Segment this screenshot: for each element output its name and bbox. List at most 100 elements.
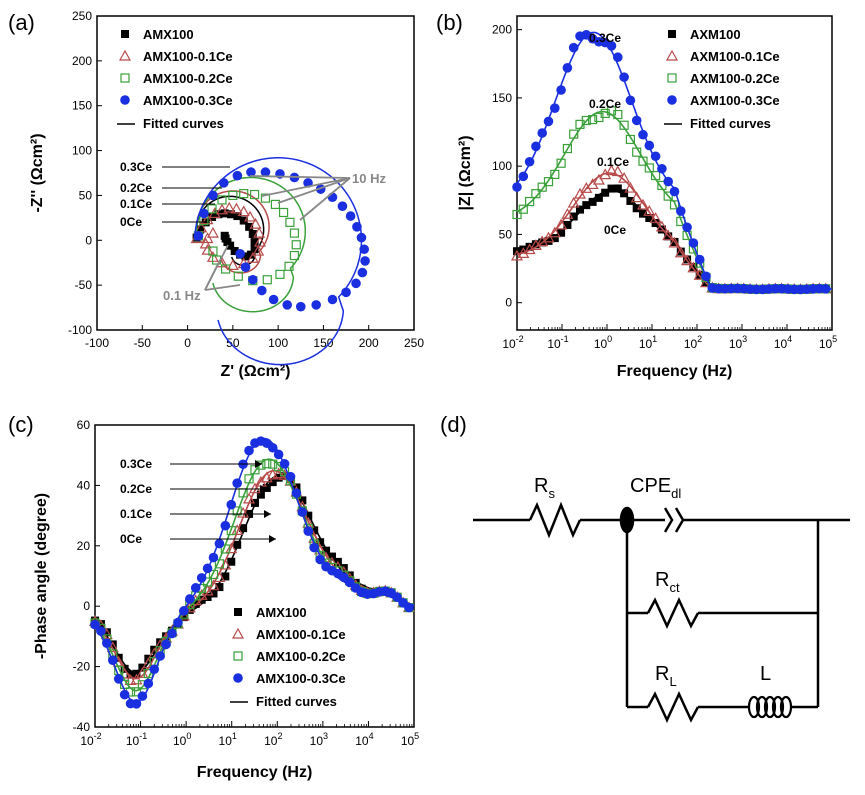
data-point-b [550, 234, 559, 243]
data-point-a [240, 262, 251, 273]
x-tick-label-a: 0 [184, 336, 191, 350]
x-tick-label-b: 10-1 [547, 334, 568, 351]
legend-label-b: AXM100 [690, 27, 741, 42]
legend-label-b: AXM100-0.1Ce [690, 49, 780, 64]
data-point-b [663, 176, 673, 187]
data-point-b [655, 220, 668, 232]
y-tick-label-c: 40 [77, 478, 91, 492]
y-tick-label-a: 50 [79, 188, 93, 202]
data-point-c [108, 640, 117, 649]
data-point-c [113, 674, 124, 684]
data-point-a [215, 203, 229, 215]
fitted-curve-c [94, 437, 415, 704]
data-point-b [556, 158, 566, 168]
data-point-b [620, 189, 629, 198]
x-tick-label-b: 100 [594, 334, 612, 351]
annotation-label-c: 0.3Ce [120, 457, 152, 471]
data-point-c [130, 673, 143, 685]
data-point-b [518, 171, 529, 182]
data-point-b [820, 284, 831, 294]
data-point-a [260, 167, 271, 177]
data-point-c [268, 478, 277, 487]
data-point-b [662, 229, 675, 241]
data-point-b [650, 151, 661, 162]
data-point-a [356, 232, 367, 243]
annotation-10hz: 10 Hz [352, 171, 386, 186]
annotation-label-c: 0Ce [120, 532, 142, 546]
legend-label-a: AMX100-0.1Ce [143, 49, 233, 64]
data-point-c [303, 526, 314, 536]
data-point-c [173, 617, 183, 628]
data-point-c [90, 619, 100, 630]
data-point-c [243, 492, 256, 504]
data-point-a [359, 244, 369, 255]
data-point-a [357, 267, 368, 278]
data-point-c [226, 499, 237, 510]
data-point-c [316, 538, 325, 547]
data-point-a [201, 218, 210, 227]
data-point-c [202, 563, 213, 574]
x-tick-label-c: 101 [219, 731, 237, 748]
annotation-label-b: 0.2Ce [589, 97, 621, 111]
y-tick-label-b: 200 [492, 23, 512, 37]
label-rct: Rct [655, 569, 680, 595]
data-point-b [569, 129, 579, 139]
legend-marker-b [667, 95, 677, 105]
legend-label-a: Fitted curves [143, 116, 224, 131]
data-point-b [624, 181, 637, 193]
data-point-a [289, 228, 300, 238]
x-tick-label-a: 50 [226, 336, 240, 350]
data-point-b [650, 170, 661, 181]
y-tick-label-a: -50 [75, 278, 93, 292]
data-point-c [322, 546, 331, 555]
data-point-b [669, 186, 680, 197]
data-point-b [694, 254, 705, 265]
data-point-a [221, 264, 231, 274]
data-point-c [267, 442, 278, 453]
data-point-c [221, 572, 230, 581]
data-point-c [298, 496, 307, 505]
y-tick-label-b: 0 [505, 296, 512, 310]
data-point-b [668, 236, 681, 248]
data-point-c [268, 459, 278, 469]
panel-label-b: (b) [436, 10, 463, 35]
data-point-c [208, 552, 219, 563]
legend-label-a: AMX100 [143, 27, 194, 42]
y-tick-label-b: 100 [492, 159, 512, 173]
data-point-a [351, 278, 361, 289]
data-point-c [233, 540, 242, 549]
data-point-c [184, 594, 195, 604]
data-point-c [106, 641, 119, 653]
data-point-c [226, 526, 236, 536]
data-point-a [268, 294, 279, 305]
y-tick-label-c: 20 [77, 539, 91, 553]
data-point-c [227, 557, 236, 566]
legend-marker-a [118, 49, 132, 61]
data-point-b [543, 177, 554, 187]
y-tick-label-a: 250 [72, 9, 92, 23]
data-point-b [581, 115, 591, 126]
panel-label-a: (a) [8, 10, 35, 35]
data-point-a [352, 222, 362, 232]
data-point-b [644, 163, 654, 173]
data-point-b [531, 189, 541, 199]
legend-marker-c [234, 608, 242, 616]
annotation-label-a: 0Ce [120, 215, 142, 229]
data-point-c [232, 506, 242, 516]
data-point-a [239, 189, 249, 199]
data-point-a [199, 237, 212, 249]
data-point-c [310, 526, 319, 535]
data-point-b [632, 204, 641, 213]
data-point-b [543, 116, 554, 127]
data-point-a [233, 212, 242, 221]
y-tick-label-a: 100 [72, 144, 92, 158]
data-point-a [249, 189, 260, 200]
data-point-a [270, 199, 281, 209]
data-point-c [107, 655, 118, 666]
y-tick-label-a: 150 [72, 99, 92, 113]
x-tick-label-b: 102 [684, 334, 702, 351]
data-point-c [285, 471, 296, 482]
data-point-c [190, 583, 201, 593]
data-point-a [201, 232, 214, 244]
annotation-arrowhead-c [264, 510, 271, 518]
